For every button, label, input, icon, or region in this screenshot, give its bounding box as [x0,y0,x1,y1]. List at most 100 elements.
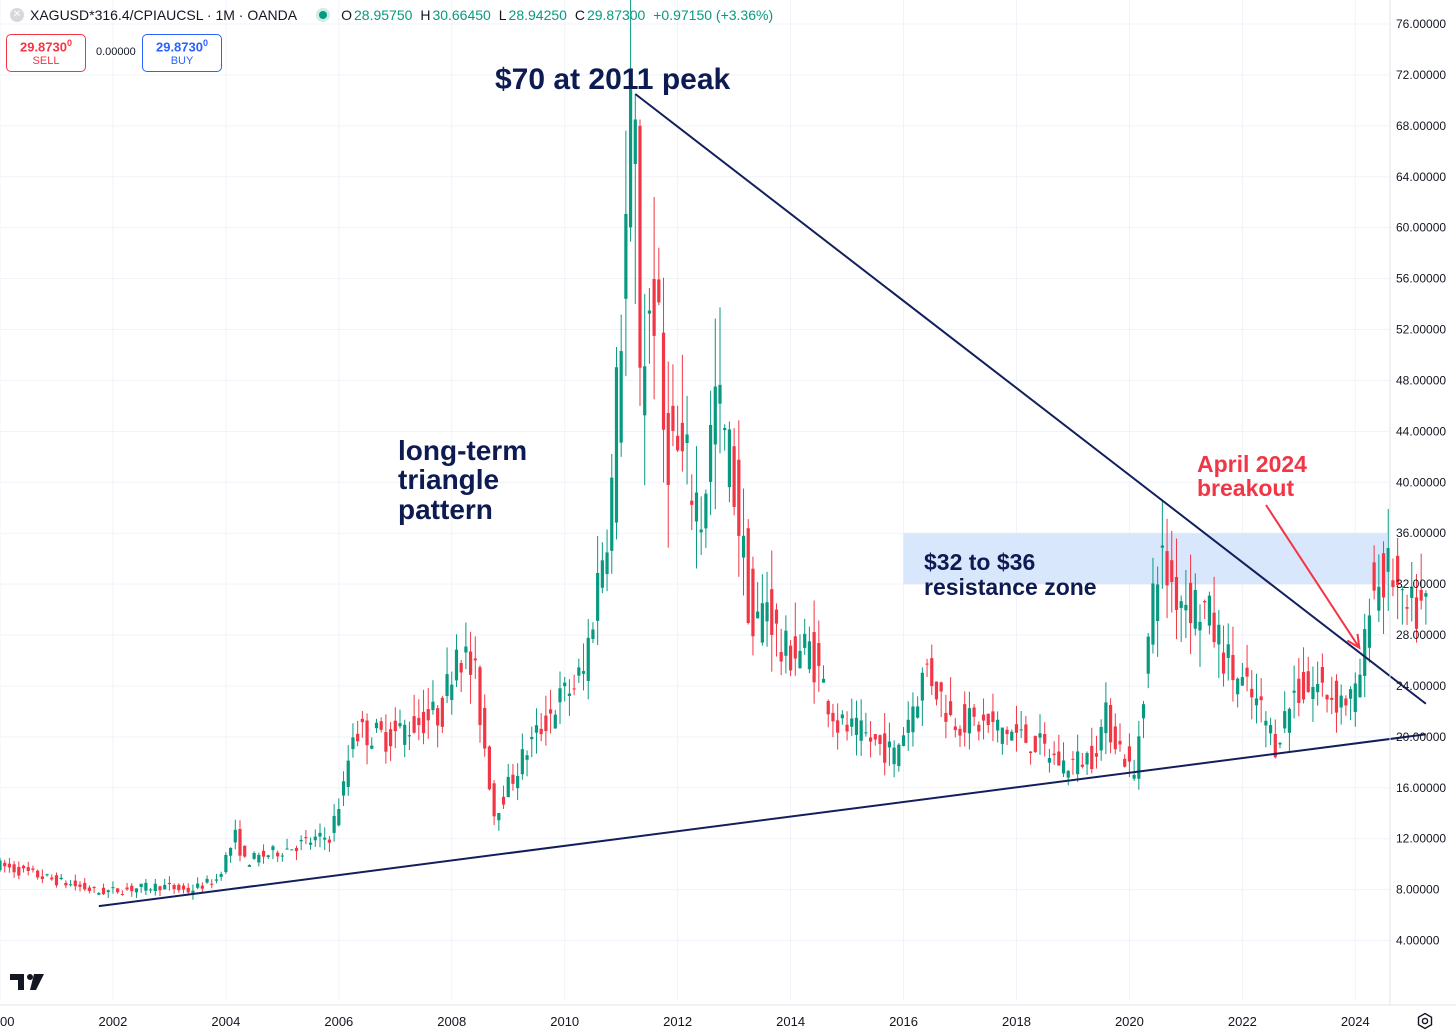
candle-body [360,718,364,723]
sell-button[interactable]: 29.87300 SELL [6,34,86,72]
candle-body [214,879,219,881]
symbol-title[interactable]: XAGUSD*316.4/CPIAUCSL · 1M · OANDA [30,7,298,23]
trendlines [98,93,1427,908]
candle-body [530,736,534,740]
candle-body [638,125,642,368]
candle-body [1283,711,1287,729]
candle-body [426,709,430,721]
candle-body [1184,604,1188,611]
candle-body [327,839,332,843]
candle-body [1085,753,1089,765]
candle-body [492,783,496,817]
candle-body [436,708,440,726]
y-tick-label: 68.00000 [1396,119,1446,133]
candle-body [1156,584,1160,622]
candle-body [421,711,426,734]
candle-body [1372,562,1376,591]
candle-body [200,885,204,889]
candle-body [388,729,393,747]
candle-body [210,883,214,885]
candle-body [1287,708,1292,733]
candle-body [1245,667,1249,677]
candle-body [1099,726,1103,751]
candle-body [252,852,256,859]
candle-body [614,367,619,523]
candle-body [36,870,40,878]
candle-body [1344,698,1348,706]
candle-body [586,637,590,681]
candle-body [1268,725,1273,734]
candle-body [704,493,708,529]
candle-body [1071,758,1075,760]
candle-body [821,678,826,683]
candle-body [699,529,703,533]
candle-body [7,863,12,868]
candle-body [1010,731,1014,741]
y-tick-label: 44.00000 [1396,424,1446,438]
candle-body [116,888,120,893]
low-label: L [498,7,507,23]
candle-body [944,712,948,722]
candle-body [440,697,444,727]
candle-body [1104,702,1108,734]
buy-label: BUY [170,55,194,68]
candle-body [1240,677,1244,686]
candle-body [450,684,454,700]
candle-body [87,887,92,891]
candle-body [779,652,783,662]
candle-body [497,812,501,821]
candle-body [643,366,647,416]
candle-body [1207,595,1212,626]
candle-body [868,737,873,742]
candle-body [1000,727,1004,744]
candle-body [1320,666,1324,683]
candle-body [1179,601,1183,608]
candle-body [1353,683,1357,712]
candle-body [276,852,280,857]
candle-body [501,796,506,805]
candle-body [487,746,492,790]
candle-body [892,747,896,765]
tradingview-logo-icon[interactable] [8,970,48,994]
candle-body [144,882,148,891]
high-value: 30.66450 [432,7,491,23]
annotation-resistance-line: $32 to $36 [924,549,1036,575]
settings-gear-icon[interactable] [1416,1012,1434,1030]
candle-body [652,279,656,336]
candle-body [581,671,586,674]
y-tick-label: 40.00000 [1396,475,1446,489]
candle-body [186,887,190,893]
y-tick-label: 48.00000 [1396,373,1446,387]
annotation-breakout-line: April 2024 [1197,451,1307,477]
candle-body [177,884,181,891]
candle-body [205,878,209,883]
candle-body [836,720,840,733]
candle-body [403,724,407,745]
annotation-triangle-line: long-term [398,435,528,466]
annotation-triangle: long-term triangle pattern [398,435,528,525]
candle-body [351,737,355,750]
annotation-peak: $70 at 2011 peak [495,63,731,96]
candle-body [1160,545,1164,548]
candle-body [525,755,529,760]
candle-body [1170,560,1174,582]
candle-body [478,667,482,726]
candle-body [826,700,830,715]
grid [0,0,1390,1000]
candle-body [45,874,49,876]
candle-body [986,713,990,726]
candle-body [1250,688,1254,698]
candle-body [78,884,82,887]
candle-body [308,842,313,845]
close-icon[interactable]: ✕ [10,8,24,22]
candle-body [224,854,228,873]
candle-body [1316,683,1320,693]
y-tick-label: 60.00000 [1396,221,1446,235]
candle-body [737,459,741,536]
candle-body [356,733,360,742]
candle-body [577,667,581,676]
candle-body [384,732,388,752]
candle-body [125,887,129,890]
buy-button[interactable]: 29.87300 BUY [142,34,222,72]
